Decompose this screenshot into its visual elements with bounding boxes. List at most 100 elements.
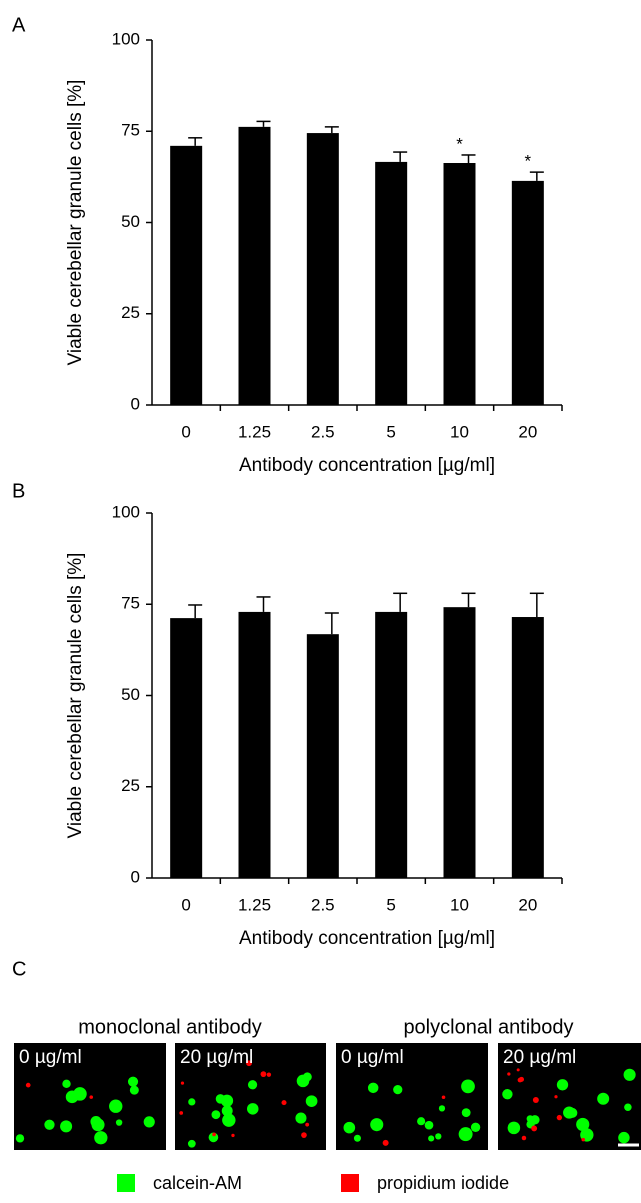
bar: [511, 617, 544, 878]
cell: [435, 1133, 442, 1140]
cell: [305, 1095, 318, 1108]
cell: [624, 1103, 632, 1111]
y-tick-label: 100: [112, 502, 140, 521]
dead-cell: [260, 1071, 267, 1078]
panel-label: A: [12, 14, 26, 36]
dead-cell: [231, 1133, 235, 1138]
y-tick-label: 75: [121, 594, 140, 613]
dead-cell: [507, 1072, 511, 1076]
cell: [129, 1085, 139, 1095]
cell: [461, 1079, 475, 1094]
cell: [221, 1105, 233, 1117]
y-axis-title: Viable cerebellar granule cells [%]: [65, 80, 86, 366]
panel-label: B: [12, 480, 25, 502]
dead-cell: [517, 1077, 523, 1083]
x-axis-title: Antibody concentration [µg/ml]: [239, 455, 495, 476]
cell: [343, 1121, 356, 1134]
dead-cell: [581, 1137, 586, 1142]
x-tick-label: 10: [450, 895, 469, 914]
legend-swatch: [341, 1174, 359, 1192]
cell: [220, 1094, 234, 1107]
cell: [458, 1127, 473, 1142]
cell: [109, 1099, 123, 1113]
cell: [556, 1079, 569, 1091]
dead-cell: [516, 1068, 520, 1072]
cell: [60, 1120, 73, 1133]
y-tick-label: 25: [121, 303, 140, 322]
cell: [222, 1113, 236, 1127]
dead-cell: [531, 1125, 538, 1132]
cell: [127, 1076, 139, 1087]
x-tick-label: 5: [386, 895, 395, 914]
bar: [170, 145, 203, 405]
dead-cell: [180, 1081, 185, 1085]
dead-cell: [305, 1122, 310, 1127]
cell: [94, 1131, 108, 1145]
x-tick-label: 1.25: [238, 895, 271, 914]
cell: [115, 1119, 123, 1126]
x-tick-label: 5: [386, 422, 395, 441]
cell: [91, 1118, 105, 1132]
x-tick-label: 0: [181, 422, 190, 441]
cell: [353, 1134, 361, 1142]
legend-label: calcein-AM: [153, 1173, 242, 1193]
y-tick-label: 75: [121, 121, 140, 140]
cell: [247, 1080, 258, 1090]
cell: [530, 1115, 540, 1125]
dead-cell: [25, 1082, 31, 1088]
y-tick-label: 50: [121, 212, 140, 231]
cell: [597, 1092, 610, 1105]
cell: [417, 1117, 426, 1126]
cell: [623, 1068, 636, 1081]
cell: [143, 1116, 155, 1128]
error-bar: [529, 592, 544, 618]
legend-swatch: [117, 1174, 135, 1192]
y-tick-label: 0: [131, 867, 140, 886]
cell: [296, 1074, 310, 1088]
bar: [238, 126, 271, 406]
group-title: polyclonal antibody: [403, 1016, 573, 1038]
error-bar: [188, 137, 203, 146]
cell: [438, 1105, 446, 1112]
cell: [576, 1117, 590, 1131]
dead-cell: [179, 1111, 184, 1115]
legend-label: propidium iodide: [377, 1173, 509, 1193]
bar: [443, 607, 476, 878]
bar: [238, 611, 271, 878]
bar: [511, 180, 544, 405]
significance-mark: *: [456, 134, 463, 153]
cell: [502, 1089, 513, 1100]
error-bar: [461, 154, 476, 164]
x-tick-label: 1.25: [238, 422, 271, 441]
error-bar: [393, 151, 408, 162]
cell: [428, 1135, 435, 1142]
bar: [306, 634, 339, 878]
image-label: 0 µg/ml: [341, 1047, 404, 1068]
dead-cell: [266, 1072, 272, 1077]
bar: [306, 133, 339, 405]
bar: [443, 163, 476, 405]
y-tick-label: 100: [112, 29, 140, 48]
cell: [424, 1120, 434, 1130]
error-bar: [324, 126, 339, 134]
image-label: 20 µg/ml: [180, 1047, 253, 1068]
bar: [170, 618, 203, 878]
cell: [187, 1139, 196, 1148]
error-bar: [393, 592, 408, 612]
cell: [73, 1087, 87, 1101]
dead-cell: [441, 1095, 446, 1100]
significance-mark: *: [525, 152, 532, 171]
cell: [507, 1121, 521, 1135]
dead-cell: [521, 1135, 527, 1141]
cell: [567, 1107, 578, 1118]
error-bar: [256, 120, 271, 127]
cell: [367, 1082, 379, 1094]
image-label: 20 µg/ml: [503, 1047, 576, 1068]
x-tick-label: 0: [181, 895, 190, 914]
dead-cell: [554, 1095, 558, 1099]
dead-cell: [212, 1132, 216, 1137]
group-title: monoclonal antibody: [78, 1016, 261, 1038]
dead-cell: [281, 1100, 287, 1106]
y-tick-label: 50: [121, 685, 140, 704]
